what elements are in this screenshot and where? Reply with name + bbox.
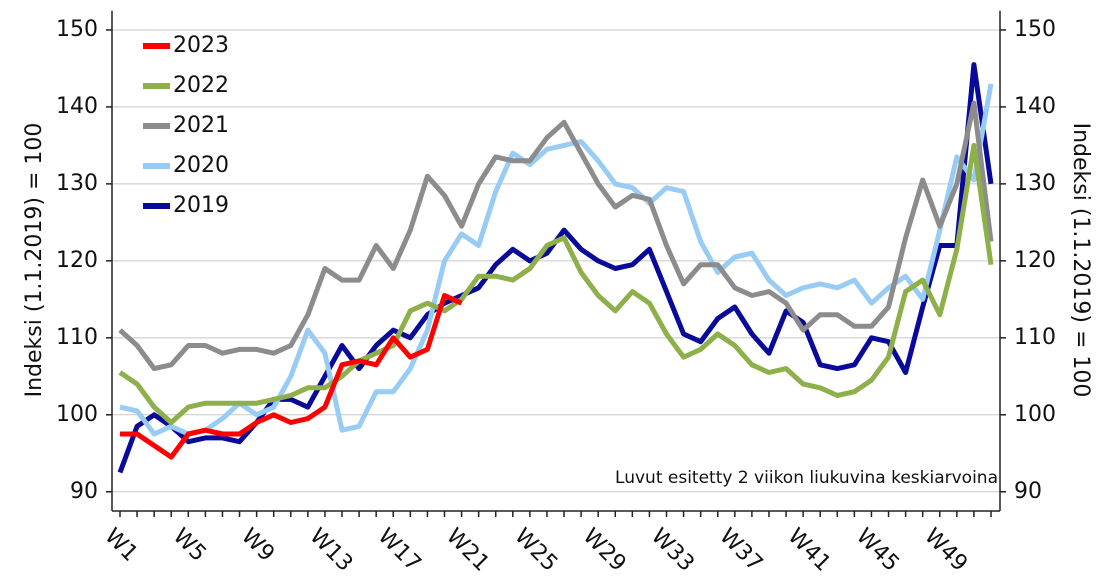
x-tick-label: W21 [441, 524, 494, 577]
x-tick-label: W1 [100, 524, 143, 567]
series-line [119, 83, 994, 437]
y-tick-label: 140 [56, 94, 98, 119]
y2-tick-label: 120 [1014, 248, 1056, 273]
annotation: Luvut esitetty 2 viikon liukuvina keskia… [615, 468, 998, 488]
series-line [118, 100, 994, 372]
x-tick-label: W13 [304, 524, 357, 577]
y2-tick-label: 90 [1014, 479, 1042, 504]
y-tick-label: 90 [70, 479, 98, 504]
y-tick-label: 100 [56, 402, 98, 427]
y-tick-label: 150 [56, 17, 98, 42]
y-tick-label: 130 [56, 171, 98, 196]
series-line [118, 142, 994, 425]
legend-label: 2020 [173, 153, 229, 178]
legend-label: 2019 [173, 193, 229, 218]
x-tick-label: W41 [783, 524, 836, 577]
legend-label: 2023 [173, 33, 229, 58]
x-tick-label: W25 [509, 524, 562, 577]
legend-label: 2021 [173, 113, 229, 138]
y2-tick-label: 110 [1014, 325, 1056, 350]
y2-tick-label: 100 [1014, 402, 1056, 427]
y-axis-title: Indeksi (1.1.2019) = 100 [22, 123, 47, 398]
legend-label: 2022 [173, 73, 229, 98]
y-tick-label: 120 [56, 248, 98, 273]
y2-tick-label: 130 [1014, 171, 1056, 196]
y2-axis-title: Indeksi (1.1.2019) = 100 [1068, 123, 1093, 398]
series-line [120, 293, 463, 460]
x-tick-label: W33 [646, 524, 699, 577]
x-tick-label: W49 [919, 524, 972, 577]
x-tick-label: W45 [851, 524, 904, 577]
y2-tick-label: 150 [1014, 17, 1056, 42]
x-tick-label: W9 [236, 524, 279, 567]
y2-tick-label: 140 [1014, 94, 1056, 119]
x-tick-label: W5 [168, 524, 211, 567]
x-tick-label: W37 [714, 524, 767, 577]
y-tick-label: 110 [56, 325, 98, 350]
x-tick-label: W29 [578, 524, 631, 577]
x-tick-label: W17 [373, 524, 426, 577]
